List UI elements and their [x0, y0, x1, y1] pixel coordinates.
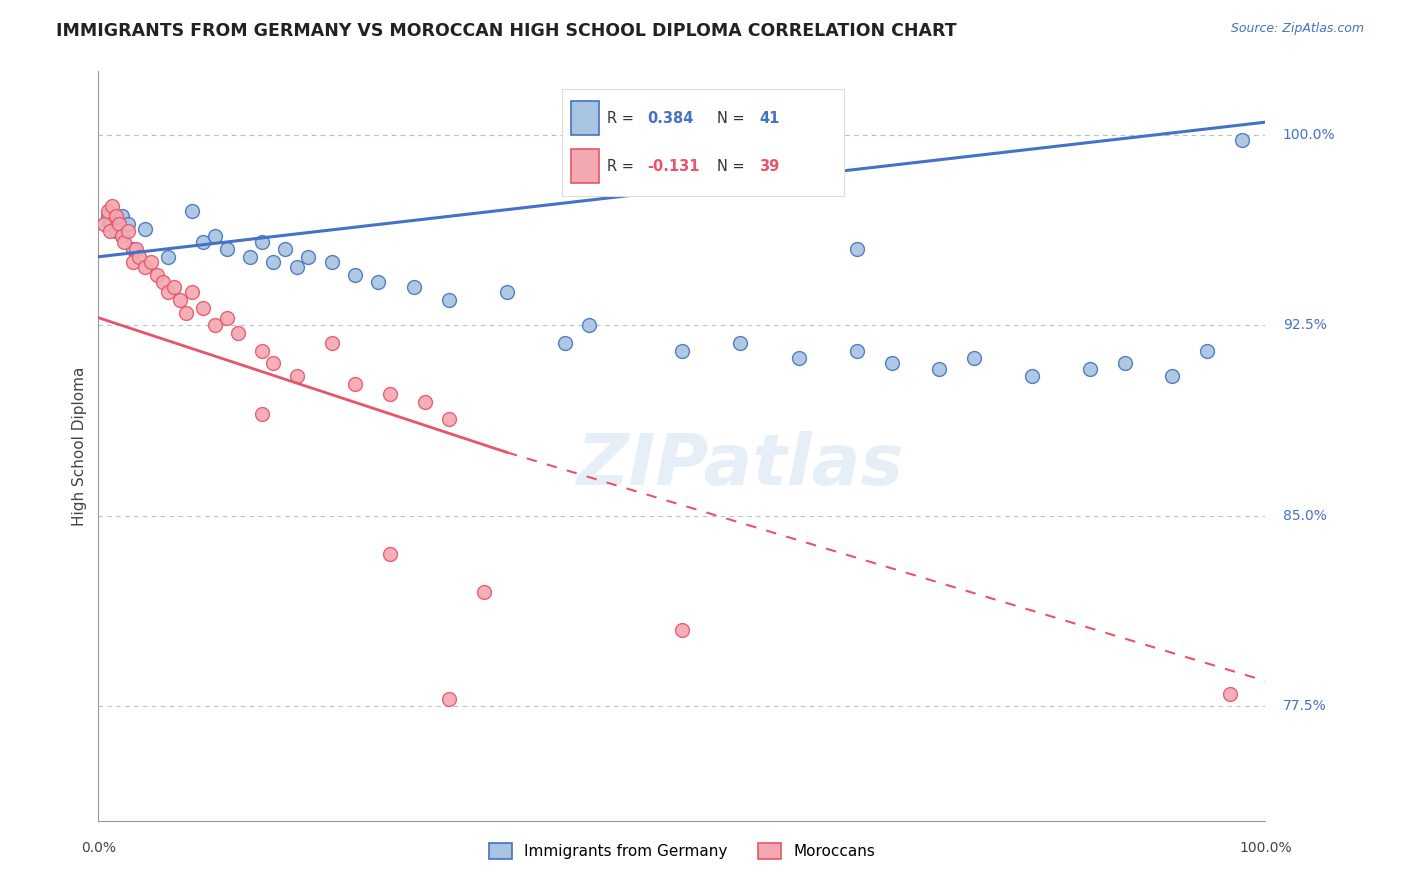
- Text: R =: R =: [607, 111, 638, 126]
- Text: -0.131: -0.131: [647, 159, 699, 174]
- Text: ZIPatlas: ZIPatlas: [576, 431, 904, 500]
- Text: IMMIGRANTS FROM GERMANY VS MOROCCAN HIGH SCHOOL DIPLOMA CORRELATION CHART: IMMIGRANTS FROM GERMANY VS MOROCCAN HIGH…: [56, 22, 957, 40]
- Text: 41: 41: [759, 111, 779, 126]
- Text: 77.5%: 77.5%: [1282, 699, 1327, 714]
- Text: N =: N =: [717, 159, 749, 174]
- Text: R =: R =: [607, 159, 638, 174]
- Text: 0.0%: 0.0%: [82, 841, 115, 855]
- Y-axis label: High School Diploma: High School Diploma: [72, 367, 87, 525]
- Text: 85.0%: 85.0%: [1282, 508, 1327, 523]
- Legend: Immigrants from Germany, Moroccans: Immigrants from Germany, Moroccans: [482, 838, 882, 865]
- Text: 0.384: 0.384: [647, 111, 693, 126]
- Text: 92.5%: 92.5%: [1282, 318, 1327, 333]
- Text: Source: ZipAtlas.com: Source: ZipAtlas.com: [1230, 22, 1364, 36]
- Text: 39: 39: [759, 159, 779, 174]
- Text: 100.0%: 100.0%: [1239, 841, 1292, 855]
- Text: 100.0%: 100.0%: [1282, 128, 1336, 142]
- FancyBboxPatch shape: [571, 149, 599, 184]
- FancyBboxPatch shape: [571, 101, 599, 136]
- Text: N =: N =: [717, 111, 749, 126]
